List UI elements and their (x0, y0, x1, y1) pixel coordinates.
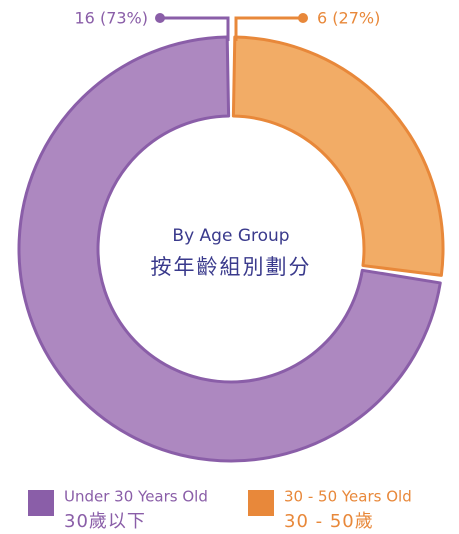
legend-label: 30歲以下 (64, 511, 146, 532)
leader-line (160, 16, 230, 41)
value-label: 6 (27%) (317, 9, 380, 28)
legend-label: Under 30 Years Old (64, 488, 208, 506)
legend-swatch (248, 490, 274, 516)
leader-line (234, 16, 303, 41)
legend-swatch (28, 490, 54, 516)
leader-dot (298, 13, 308, 23)
leader-dot (155, 13, 165, 23)
legend-label: 30 - 50歲 (284, 511, 374, 532)
value-label: 16 (73%) (75, 9, 149, 28)
slice (231, 35, 445, 277)
slice (17, 35, 442, 463)
chart-subtitle: 按年齡組別劃分 (151, 255, 312, 279)
legend-label: 30 - 50 Years Old (284, 488, 412, 506)
chart-title: By Age Group (172, 226, 289, 246)
